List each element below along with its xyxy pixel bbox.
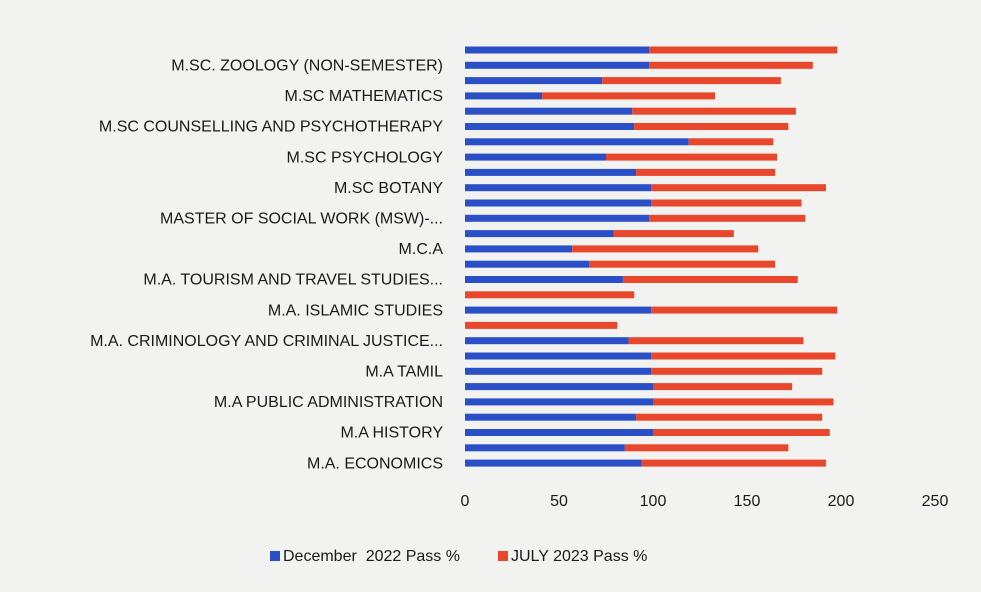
bar-segment [465,276,623,283]
bar-segment [641,459,826,467]
bar-segment [651,367,823,375]
bar-segment [465,321,618,329]
bar-segment [651,199,802,207]
bar-segment [649,214,806,222]
bar-segment [651,352,836,360]
bar-segment [465,123,635,130]
bar-segment [653,383,793,391]
bar-segment [465,61,650,69]
bar-segment [465,398,653,406]
bar-segment [602,77,781,85]
y-tick-label: M.SC. ZOOLOGY (NON-SEMESTER) [171,58,443,75]
bar-segment [465,306,652,314]
bar-segment [465,199,652,207]
bar-segment [465,138,689,146]
bar-segment [465,413,637,421]
legend-label: JULY 2023 Pass % [511,548,647,565]
bar-segment [465,352,652,360]
bar-segment [465,214,650,222]
bar-segment [465,184,652,192]
y-tick-label: M.A PUBLIC ADMINISTRATION [214,394,443,411]
bar-segment [465,337,629,345]
bar-segment [465,260,590,268]
bar-segment [465,77,603,85]
legend-swatch [270,551,280,561]
bar-segment [465,444,625,452]
bar-segment [653,429,830,436]
bar-segment [606,153,778,161]
y-tick-label: M.C.A [399,241,444,258]
bar-segment [465,245,573,253]
bar-segment [465,367,652,375]
x-tick-label: 0 [461,493,470,510]
bar-segment [465,383,653,391]
bar-segment [632,107,796,115]
bar-segment [465,92,543,100]
bar-segment [542,92,716,100]
x-tick-label: 50 [550,493,568,510]
x-tick-label: 200 [828,493,855,510]
y-tick-label: M.A HISTORY [340,425,443,442]
bar-segment [465,291,635,299]
bar-segment [651,184,826,192]
bar-segment [649,61,813,69]
bar-segment [465,230,614,238]
y-tick-label: M.SC COUNSELLING AND PSYCHOTHERAPY [99,119,443,136]
y-tick-label: M.A. CRIMINOLOGY AND CRIMINAL JUSTICE... [90,333,443,350]
bar-segment [613,230,734,238]
legend-label: December 2022 Pass % [283,548,460,565]
bar-segment [589,260,776,268]
y-tick-label: M.SC PSYCHOLOGY [287,149,444,166]
y-tick-label: M.SC BOTANY [334,180,443,197]
bar-segment [634,123,789,130]
y-tick-label: M.A. ECONOMICS [307,455,443,472]
bar-segment [465,46,650,54]
y-tick-label: M.A. ISLAMIC STUDIES [268,302,443,319]
bar-segment [649,46,838,54]
bar-segment [465,429,653,436]
bar-segment [465,168,637,176]
bar-segment [651,306,838,314]
bar-segment [622,276,798,283]
y-tick-label: MASTER OF SOCIAL WORK (MSW)-... [160,211,443,228]
x-tick-label: 250 [922,493,949,510]
y-tick-label: M.A. TOURISM AND TRAVEL STUDIES... [143,272,443,289]
x-tick-label: 100 [640,493,667,510]
y-tick-label: M.A TAMIL [365,364,443,381]
bar-segment [688,138,774,146]
bar-segment [624,444,789,452]
bar-segment [465,153,606,161]
bar-segment [465,107,633,115]
bar-segment [465,459,642,467]
bar-segment [628,337,804,345]
bar-segment [636,168,776,176]
bar-segment [572,245,759,253]
bar-segment [636,413,823,421]
bar-segment [653,398,834,406]
y-tick-label: M.SC MATHEMATICS [284,88,443,105]
legend-swatch [497,551,508,561]
x-tick-label: 150 [734,493,761,510]
